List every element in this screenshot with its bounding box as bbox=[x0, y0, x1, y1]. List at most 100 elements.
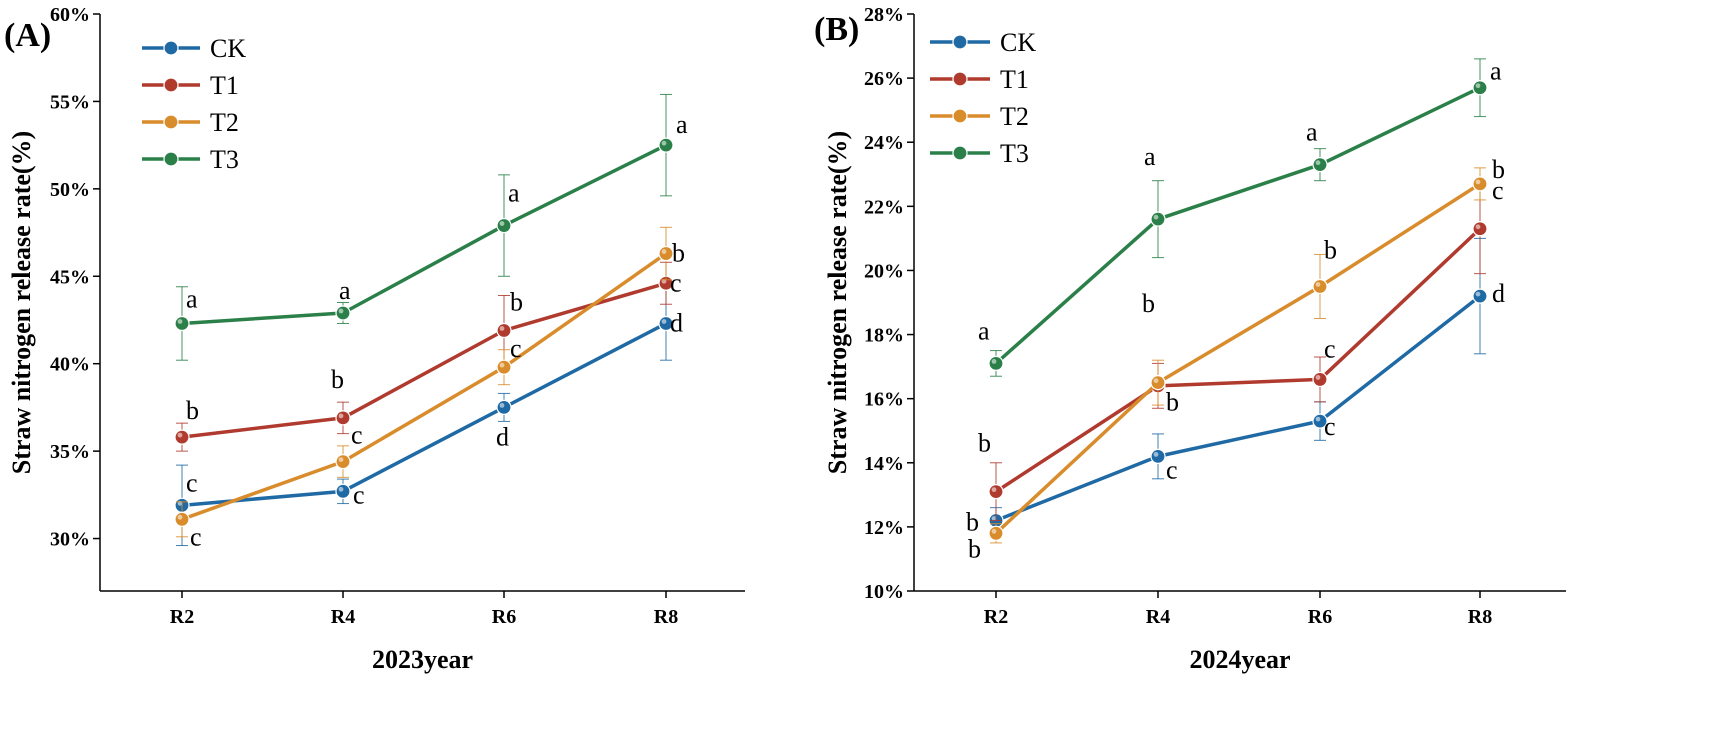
series-line bbox=[994, 86, 1481, 365]
series-line bbox=[994, 182, 1481, 535]
legend-marker bbox=[952, 145, 968, 161]
significance-letter: b bbox=[331, 365, 344, 394]
data-point bbox=[496, 399, 512, 416]
y-tick-label: 14% bbox=[864, 453, 904, 475]
data-point bbox=[1150, 375, 1166, 391]
significance-letter: a bbox=[508, 179, 520, 208]
y-tick-label: 16% bbox=[864, 389, 904, 411]
data-point-highlight bbox=[338, 413, 344, 419]
chart-panel-a: 30% 35% 40% 45% 50% 55% 60% R2 R4 R6 R8 2023year Str… bbox=[4, 4, 745, 674]
data-point bbox=[1312, 278, 1328, 295]
significance-letter: d bbox=[670, 308, 683, 337]
data-point bbox=[658, 245, 674, 262]
y-tick-label: 60% bbox=[50, 4, 90, 26]
y-tick-label: 22% bbox=[864, 196, 904, 218]
significance-letter: c bbox=[190, 522, 202, 551]
y-tick-label: 55% bbox=[50, 91, 90, 113]
data-point-highlight bbox=[1315, 282, 1321, 287]
significance-letter: b bbox=[968, 534, 981, 563]
series-t1: b b c c bbox=[978, 176, 1504, 521]
series-line bbox=[181, 321, 667, 508]
data-point-highlight bbox=[661, 319, 667, 324]
legend-label: T3 bbox=[1000, 139, 1029, 168]
data-point-highlight bbox=[661, 140, 667, 146]
y-tick-label: 45% bbox=[50, 266, 90, 288]
series-line bbox=[181, 143, 667, 326]
data-point bbox=[1312, 371, 1328, 388]
legend-label: T3 bbox=[210, 145, 239, 174]
significance-letter: a bbox=[339, 276, 351, 305]
x-tick-label: R8 bbox=[1468, 606, 1492, 628]
legend-marker bbox=[163, 40, 179, 56]
data-point-highlight bbox=[499, 403, 505, 408]
significance-letter: c bbox=[353, 480, 365, 509]
legend-label: T1 bbox=[210, 71, 239, 100]
data-point bbox=[1150, 448, 1166, 464]
x-tick-label: R6 bbox=[492, 606, 516, 628]
data-point-highlight bbox=[338, 486, 344, 492]
data-point-highlight bbox=[338, 308, 344, 314]
data-point bbox=[335, 483, 351, 499]
data-point bbox=[988, 355, 1004, 372]
legend-marker bbox=[163, 114, 179, 130]
y-axis-label: Straw nitrogen release rate(%) bbox=[7, 131, 36, 474]
data-point-highlight bbox=[661, 249, 667, 254]
series-line bbox=[181, 281, 667, 439]
data-point-highlight bbox=[1153, 214, 1159, 220]
data-point bbox=[988, 484, 1004, 500]
significance-letter: b bbox=[978, 429, 991, 458]
data-point-highlight bbox=[177, 432, 183, 438]
data-point-highlight bbox=[991, 487, 997, 493]
legend-label: T2 bbox=[1000, 102, 1029, 131]
data-point-highlight bbox=[991, 516, 997, 521]
series-t3: a a a a bbox=[978, 57, 1502, 377]
data-point bbox=[496, 322, 512, 339]
legend-marker bbox=[163, 151, 179, 167]
y-tick-label: 26% bbox=[864, 68, 904, 90]
significance-letter: a bbox=[676, 110, 688, 139]
x-tick-label: R4 bbox=[1146, 606, 1170, 628]
series-t3: a a a a bbox=[174, 93, 688, 361]
legend-label: CK bbox=[1000, 28, 1036, 57]
data-point-highlight bbox=[1475, 179, 1481, 185]
significance-letter: b bbox=[1324, 235, 1337, 264]
y-tick-label: 40% bbox=[50, 354, 90, 376]
data-point-highlight bbox=[177, 319, 183, 324]
data-point bbox=[1150, 211, 1166, 227]
data-point-highlight bbox=[499, 362, 505, 368]
data-point-highlight bbox=[1153, 378, 1159, 384]
data-point bbox=[1312, 157, 1328, 173]
legend-marker bbox=[952, 108, 968, 124]
significance-letter: b bbox=[672, 239, 685, 268]
data-point-highlight bbox=[1475, 291, 1481, 297]
y-tick-label: 30% bbox=[50, 529, 90, 551]
series-ck: c c d d bbox=[174, 286, 683, 547]
data-point-highlight bbox=[1315, 160, 1321, 166]
significance-letter: c bbox=[1324, 334, 1336, 363]
significance-letter: c bbox=[670, 268, 682, 297]
x-axis-label: 2024year bbox=[1189, 645, 1290, 674]
x-tick-label: R2 bbox=[984, 606, 1008, 628]
legend-label: T2 bbox=[210, 108, 239, 137]
panel-label: (A) bbox=[4, 17, 51, 54]
data-point bbox=[658, 137, 674, 153]
data-point bbox=[988, 525, 1004, 541]
x-tick-label: R4 bbox=[331, 606, 355, 628]
y-tick-label: 28% bbox=[864, 4, 904, 26]
y-tick-label: 20% bbox=[864, 260, 904, 282]
significance-letter: d bbox=[1492, 279, 1505, 308]
legend-label: T1 bbox=[1000, 65, 1029, 94]
data-point bbox=[496, 359, 512, 375]
y-tick-label: 12% bbox=[864, 517, 904, 539]
y-tick-label: 50% bbox=[50, 179, 90, 201]
significance-letter: a bbox=[1490, 57, 1502, 86]
data-point bbox=[174, 429, 190, 445]
significance-letter: c bbox=[186, 468, 198, 497]
data-point bbox=[335, 410, 351, 426]
data-point bbox=[174, 511, 190, 527]
series-line bbox=[995, 294, 1482, 523]
chart-panel-b: 10% 12% 14% 16% 18% 20% 22% 24% 26% 28% R2 R4 R6 R8 20… bbox=[814, 4, 1566, 674]
data-point-highlight bbox=[1315, 375, 1321, 380]
